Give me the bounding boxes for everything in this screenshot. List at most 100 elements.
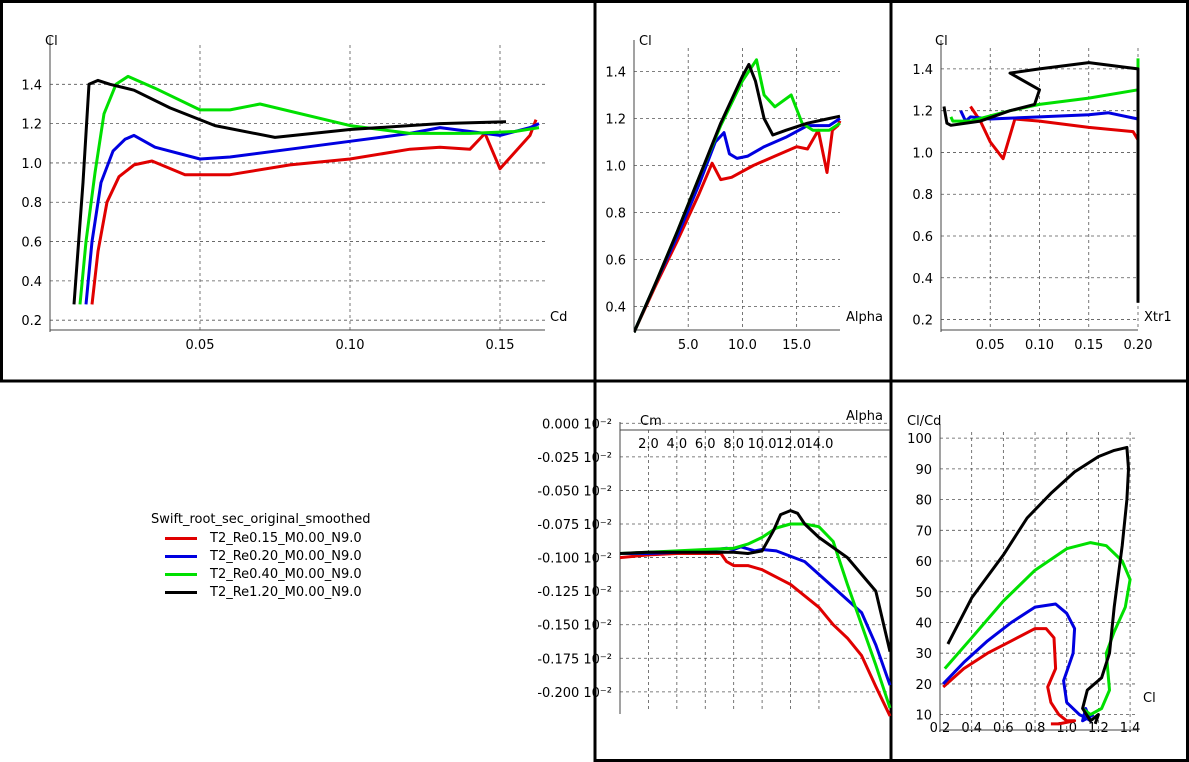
series-line-T2_Re1.20_M0.00_N9.0 <box>72 78 507 305</box>
y-tick-label: 30 <box>915 647 932 662</box>
series-line-T2_Re0.15_M0.00_N9.0 <box>942 627 1077 726</box>
legend-label: T2_Re0.20_M0.00_N9.0 <box>210 548 362 564</box>
series-line-T2_Re0.40_M0.00_N9.0 <box>78 74 540 305</box>
y-tick-label: -0.050 10⁻² <box>537 484 612 499</box>
y-tick-label: 1.4 <box>605 66 626 81</box>
chart-cl-alpha: 5.0 10.0 15.0 0.4 0.6 0.8 1.0 1.2 1.4 Alpha Cl <box>605 34 883 353</box>
y-axis-label: Cm <box>640 414 662 429</box>
y-tick-label: 0.2 <box>912 314 933 329</box>
legend-title: Swift_root_sec_original_smoothed <box>151 512 371 527</box>
x-tick-label: 8.0 <box>723 437 744 452</box>
legend-item: T2_Re0.20_M0.00_N9.0 <box>151 547 370 565</box>
x-tick-label: 5.0 <box>678 338 699 353</box>
y-tick-label: -0.025 10⁻² <box>537 451 612 466</box>
x-axis-label: Alpha <box>846 310 883 325</box>
x-tick-label: 0.10 <box>1025 338 1054 353</box>
series-group <box>942 58 1140 303</box>
y-tick-label: 1.0 <box>605 160 626 175</box>
y-tick-label: 1.0 <box>21 157 42 172</box>
y-tick-label: 100 <box>907 432 932 447</box>
y-tick-label: -0.100 10⁻² <box>537 552 612 567</box>
x-tick-label: 0.20 <box>1124 338 1153 353</box>
y-axis-label: Cl <box>45 34 58 49</box>
x-tick-label: 10.0 <box>748 437 777 452</box>
chart-cm-alpha: 2.0 4.0 6.0 8.0 10.0 12.0 14.0 -0.200 10⁻² -0.17… <box>537 409 892 717</box>
series-line-T2_Re0.40_M0.00_N9.0 <box>943 541 1132 717</box>
series-line-T2_Re0.20_M0.00_N9.0 <box>942 602 1095 723</box>
x-tick-label: 12.0 <box>776 437 805 452</box>
series-line-T2_Re0.15_M0.00_N9.0 <box>634 120 842 334</box>
y-tick-label: -0.125 10⁻² <box>537 585 612 600</box>
y-tick-label: 1.2 <box>912 105 933 120</box>
chart-clcd-cl: 0.2 0.4 0.6 0.8 1.0 1.2 1.41020304050607080901… <box>907 414 1156 736</box>
x-tick-label: 0.05 <box>186 338 215 353</box>
x-tick-label: 0.8 <box>1025 721 1046 736</box>
legend-swatch <box>165 536 197 540</box>
charts-layer: 0.05 0.10 0.150.20.40.60.81.01.21.4CdCl5.0… <box>21 34 1171 736</box>
y-tick-label: 0.2 <box>21 314 42 329</box>
chart-cl-cd: 0.05 0.10 0.15 0.2 0.4 0.6 0.8 1.0 1.2 1.4 Cd Cl <box>21 34 567 353</box>
y-tick-label: 0.6 <box>605 254 626 269</box>
series-group <box>942 445 1132 726</box>
y-axis-label: Cl <box>639 34 652 49</box>
series-line-T2_Re0.20_M0.00_N9.0 <box>634 117 841 334</box>
series-line-T2_Re0.40_M0.00_N9.0 <box>634 58 841 334</box>
legend-label: T2_Re0.40_M0.00_N9.0 <box>210 566 362 582</box>
series-group <box>634 58 842 334</box>
y-tick-label: 0.6 <box>21 236 42 251</box>
x-axis-label: Cl <box>1143 691 1156 706</box>
y-axis-label: Cl <box>935 34 948 49</box>
x-tick-label: 0.05 <box>976 338 1005 353</box>
series-line-T2_Re1.20_M0.00_N9.0 <box>634 62 841 334</box>
y-tick-label: 60 <box>915 555 932 570</box>
y-tick-label: 10 <box>915 709 932 724</box>
y-tick-label: 0.8 <box>912 188 933 203</box>
series-line-T2_Re0.40_M0.00_N9.0 <box>620 522 892 709</box>
x-tick-label: 0.4 <box>961 721 982 736</box>
x-axis-label: Xtr1 <box>1144 310 1172 325</box>
y-tick-label: -0.175 10⁻² <box>537 652 612 667</box>
y-tick-label: 1.4 <box>21 78 42 93</box>
series-line-T2_Re1.20_M0.00_N9.0 <box>620 509 892 652</box>
y-tick-label: 20 <box>915 678 932 693</box>
legend-item: T2_Re0.40_M0.00_N9.0 <box>151 565 370 583</box>
x-tick-label: 15.0 <box>782 338 811 353</box>
x-axis-label: Alpha <box>846 409 883 424</box>
x-tick-label: 0.15 <box>486 338 515 353</box>
y-tick-label: 0.4 <box>21 275 42 290</box>
x-tick-label: 10.0 <box>728 338 757 353</box>
series-group <box>72 74 540 305</box>
legend-swatch <box>165 590 197 594</box>
y-tick-label: -0.075 10⁻² <box>537 518 612 533</box>
y-tick-label: 50 <box>915 586 932 601</box>
y-tick-label: 1.2 <box>605 113 626 128</box>
y-tick-label: 0.4 <box>912 272 933 287</box>
y-tick-label: 0.4 <box>605 301 626 316</box>
x-tick-label: 2.0 <box>638 437 659 452</box>
y-tick-label: 1.4 <box>912 63 933 78</box>
legend-label: T2_Re1.20_M0.00_N9.0 <box>210 584 362 600</box>
x-tick-label: 6.0 <box>695 437 716 452</box>
x-tick-label: 0.15 <box>1074 338 1103 353</box>
legend-label: T2_Re0.15_M0.00_N9.0 <box>210 530 362 546</box>
y-tick-label: 70 <box>915 524 932 539</box>
x-tick-label: 1.4 <box>1120 721 1141 736</box>
x-tick-label: 4.0 <box>666 437 687 452</box>
x-tick-label: 14.0 <box>804 437 833 452</box>
series-line-T2_Re0.15_M0.00_N9.0 <box>90 119 538 305</box>
series-line-T2_Re1.20_M0.00_N9.0 <box>946 445 1130 725</box>
series-group <box>620 509 892 717</box>
legend-item: T2_Re0.15_M0.00_N9.0 <box>151 529 370 547</box>
x-tick-label: 0.6 <box>993 721 1014 736</box>
legend-swatch <box>165 554 197 558</box>
y-tick-label: 0.8 <box>605 207 626 222</box>
legend-item: T2_Re1.20_M0.00_N9.0 <box>151 583 370 601</box>
y-tick-label: 1.2 <box>21 118 42 133</box>
y-tick-label: -0.200 10⁻² <box>537 686 612 701</box>
x-tick-label: 1.2 <box>1088 721 1109 736</box>
y-tick-label: 90 <box>915 463 932 478</box>
series-line-T2_Re1.20_M0.00_N9.0 <box>942 61 1140 303</box>
y-axis-label: Cl/Cd <box>907 414 941 429</box>
chart-cl-xtr1: 0.05 0.10 0.15 0.20 0.2 0.4 0.6 0.8 1.0 1.2 1.4 Xtr… <box>912 34 1171 353</box>
